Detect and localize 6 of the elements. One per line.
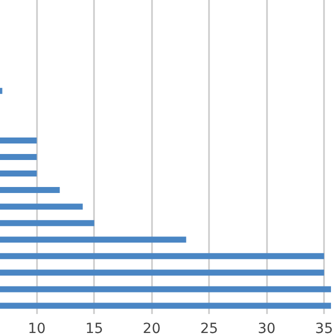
x-tick-label: 20: [142, 321, 161, 336]
x-tick-label: 25: [200, 321, 218, 336]
x-tick-label: 10: [28, 321, 46, 336]
x-tick-label: 35: [315, 321, 334, 336]
x-tick-label: 30: [258, 321, 276, 336]
x-tick-label: 15: [85, 321, 104, 336]
